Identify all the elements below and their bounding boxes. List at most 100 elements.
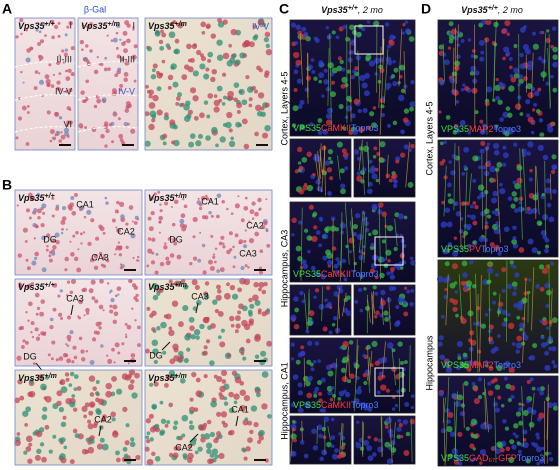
cell xyxy=(154,456,161,462)
cell xyxy=(315,179,321,185)
cell xyxy=(307,64,314,70)
cell xyxy=(530,130,535,135)
micrograph xyxy=(144,17,273,151)
cell xyxy=(484,224,489,230)
cell xyxy=(72,345,77,350)
cell xyxy=(553,364,558,369)
cell xyxy=(66,120,71,125)
cell xyxy=(205,194,208,198)
micrograph xyxy=(144,189,273,276)
cell xyxy=(166,420,171,425)
channel: VPS35 xyxy=(441,244,469,254)
cell xyxy=(384,22,390,27)
cell xyxy=(145,418,152,424)
cell xyxy=(146,264,150,268)
cell xyxy=(63,52,69,57)
cell xyxy=(97,398,105,405)
cell xyxy=(318,62,324,68)
process xyxy=(410,418,413,463)
cell xyxy=(468,259,474,265)
cell xyxy=(191,371,197,378)
cell xyxy=(161,32,167,38)
cell xyxy=(219,341,226,348)
cell xyxy=(318,303,325,310)
cell xyxy=(387,44,392,49)
cell xyxy=(337,397,342,401)
cell xyxy=(297,161,302,165)
cell xyxy=(365,56,370,62)
cell xyxy=(244,417,249,422)
layer-label: I xyxy=(132,20,135,30)
cell xyxy=(454,459,460,465)
cell xyxy=(535,108,541,114)
cell xyxy=(128,205,134,210)
cell xyxy=(205,442,213,449)
cell xyxy=(346,69,351,74)
channel: Topro3 xyxy=(494,360,522,370)
cell xyxy=(34,251,40,257)
cell xyxy=(203,100,209,105)
cell xyxy=(536,461,540,466)
cell xyxy=(46,245,49,248)
channel: VPS35 xyxy=(441,360,469,370)
cell xyxy=(151,404,157,410)
cell xyxy=(105,390,113,398)
region-label: Cortex, Layers 4-5 xyxy=(279,71,289,145)
cell xyxy=(392,286,397,291)
cell xyxy=(170,205,174,208)
cell xyxy=(234,376,242,384)
cell xyxy=(207,93,214,99)
cell xyxy=(39,39,45,44)
cell xyxy=(340,367,347,373)
cell xyxy=(383,310,389,316)
cell xyxy=(388,178,393,183)
cell xyxy=(512,291,517,297)
layer-label: I xyxy=(69,20,72,30)
cell xyxy=(168,402,174,408)
cell xyxy=(294,41,299,46)
cell xyxy=(88,410,94,416)
cell xyxy=(550,261,555,266)
cell xyxy=(516,335,523,342)
cell xyxy=(455,100,460,104)
cell xyxy=(410,260,416,266)
cell xyxy=(14,439,21,447)
cell xyxy=(350,40,356,46)
cell xyxy=(204,281,210,286)
cell xyxy=(471,49,476,53)
cell xyxy=(223,396,228,401)
cell xyxy=(189,133,196,139)
cell xyxy=(117,351,121,355)
gene: Vps35 xyxy=(18,21,46,31)
cell xyxy=(86,25,91,29)
cell xyxy=(446,425,453,433)
cell xyxy=(41,414,48,420)
cell xyxy=(91,296,96,301)
cell xyxy=(145,348,150,354)
cell xyxy=(508,57,513,61)
cell xyxy=(326,252,333,259)
cell xyxy=(247,437,253,444)
cell xyxy=(509,439,515,445)
cell xyxy=(448,34,455,41)
cell xyxy=(27,301,33,307)
cell xyxy=(544,364,551,372)
cell xyxy=(539,390,545,396)
cell xyxy=(39,311,45,317)
cell xyxy=(264,102,270,108)
cell xyxy=(313,393,318,398)
cell xyxy=(467,243,472,248)
allele: +/m xyxy=(175,282,187,289)
cell xyxy=(213,99,221,107)
cell xyxy=(76,267,82,273)
cell xyxy=(112,304,118,310)
cell xyxy=(39,442,45,447)
genotype-label: Vps35+/m xyxy=(148,373,187,384)
cell xyxy=(36,192,40,196)
cell xyxy=(341,258,347,264)
cell xyxy=(402,419,409,425)
cell xyxy=(169,358,176,365)
cell xyxy=(130,128,136,134)
cell xyxy=(188,316,195,323)
cell xyxy=(210,76,216,83)
